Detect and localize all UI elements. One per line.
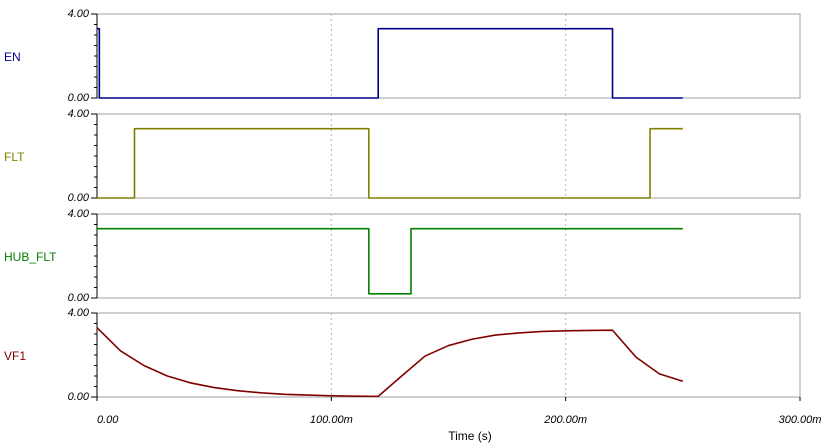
y-tick-label: 4.00: [68, 208, 90, 220]
x-tick-label: 200.00m: [543, 414, 587, 426]
panel-frame: [96, 113, 801, 199]
trace-line-hub-flt: [97, 227, 683, 295]
trace-name-label: FLT: [4, 150, 25, 164]
trace-name-label: EN: [4, 50, 21, 64]
y-tick-label: 0.00: [68, 292, 90, 304]
panel-flt: 4.00 0.00 FLT: [4, 108, 801, 204]
y-tick-label: 4.00: [68, 307, 90, 319]
y-tick-label: 0.00: [68, 391, 90, 403]
panel-frame: [96, 312, 801, 398]
panel-frame: [96, 13, 801, 99]
chart-panels: 4.000.00EN4.000.00FLT4.000.00HUB_FLT4.00…: [4, 8, 801, 403]
y-tick-label: 4.00: [68, 108, 90, 120]
x-axis-title: Time (s): [448, 429, 492, 443]
x-tick-label: 100.00m: [310, 414, 353, 426]
x-tick-label: 0.00: [97, 414, 119, 426]
trace-name-label: VF1: [4, 349, 26, 363]
panel-hub-flt: 4.00 0.00 HUB_FLT: [4, 208, 801, 304]
panel-frame: [96, 213, 801, 299]
trace-line-flt: [97, 127, 683, 199]
y-tick-label: 4.00: [68, 8, 90, 20]
trace-name-label: HUB_FLT: [4, 250, 57, 264]
trace-line-en: [97, 27, 683, 99]
trace-line-vf1: [96, 327, 684, 398]
y-tick-label: 0.00: [68, 192, 90, 204]
x-tick-label: 300.00m: [779, 414, 822, 426]
y-tick-label: 0.00: [68, 92, 90, 104]
panel-vf1: 4.00 0.00 VF1: [4, 307, 801, 403]
panel-en: 4.00 0.00 EN: [4, 8, 801, 104]
x-axis: 0.00 100.00m 200.00m 300.00m: [96, 397, 822, 426]
